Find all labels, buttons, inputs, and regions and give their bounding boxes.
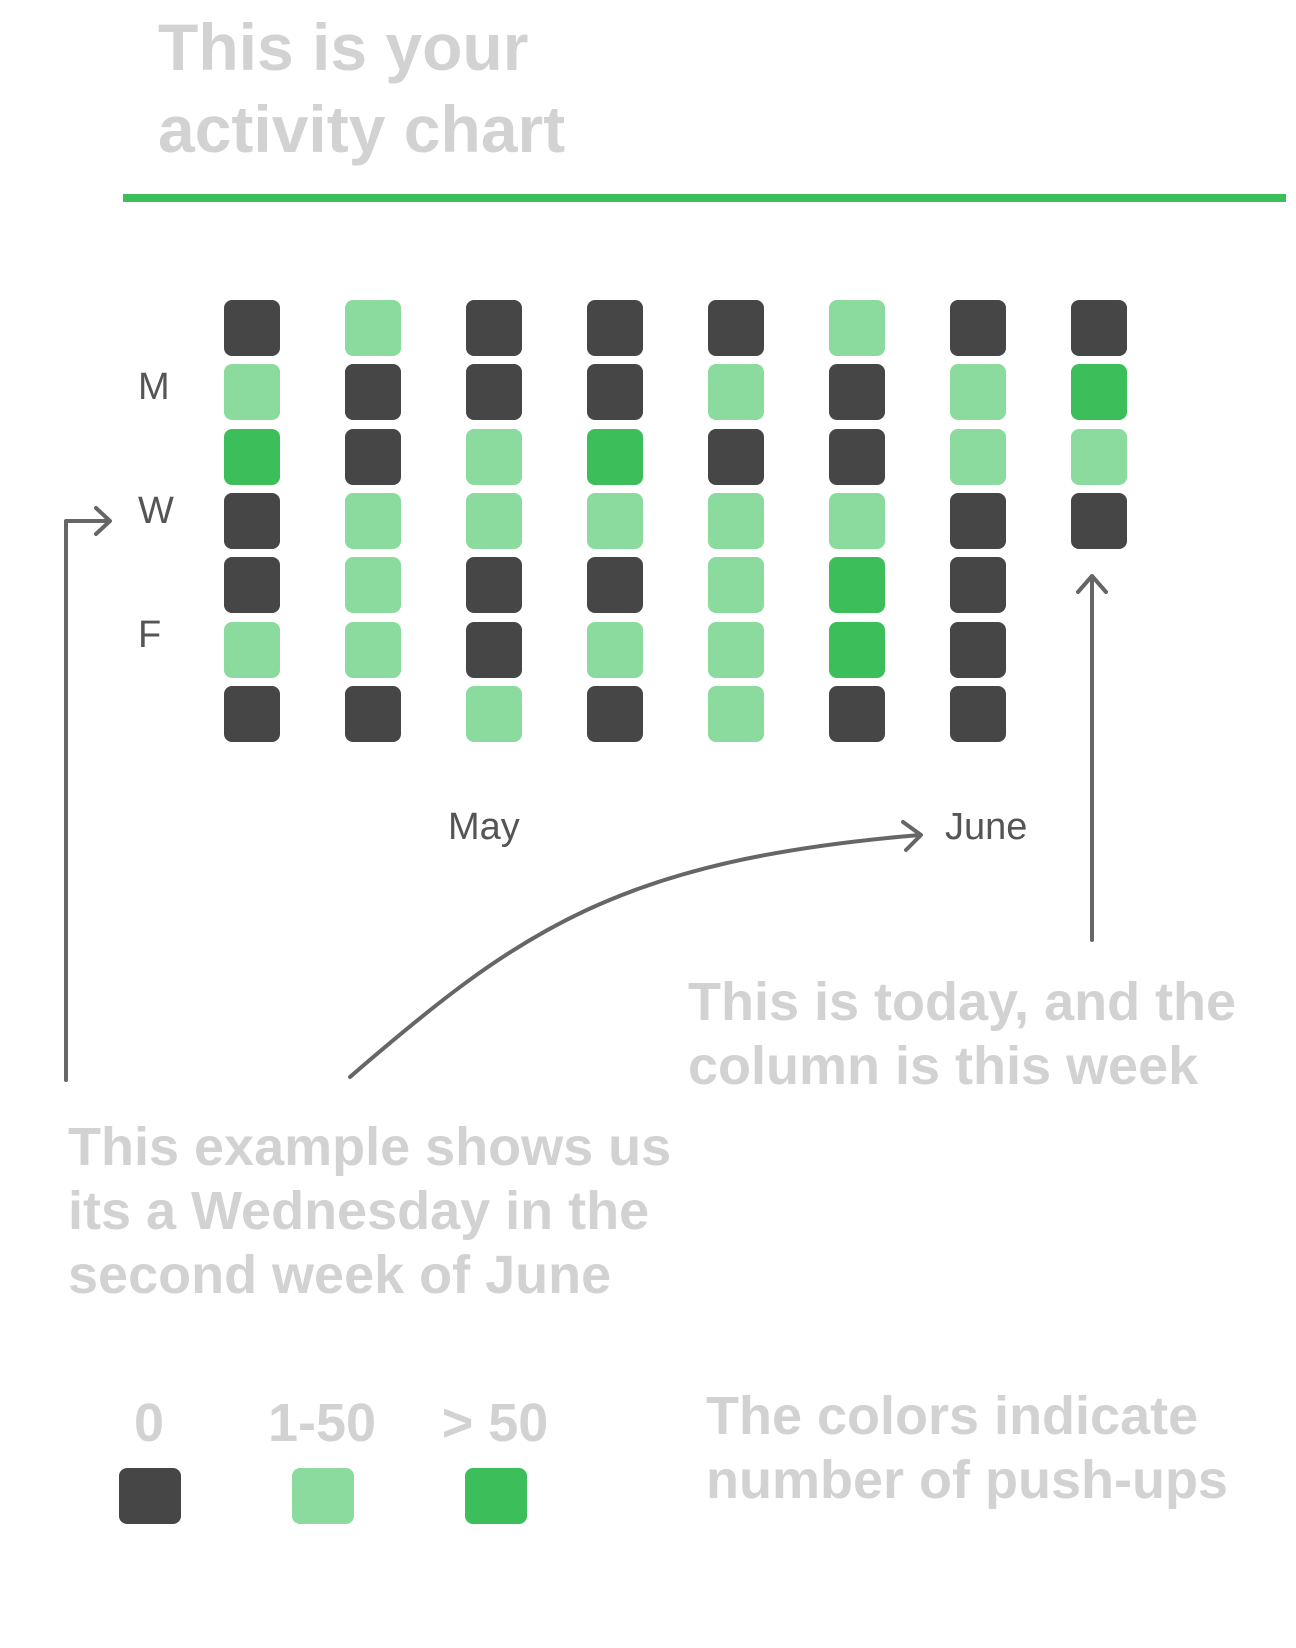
- activity-cell: [345, 364, 401, 420]
- activity-cell: [466, 557, 522, 613]
- activity-cell: [1071, 364, 1127, 420]
- today-note-line-2: column is this week: [688, 1036, 1199, 1096]
- activity-cell: [829, 622, 885, 678]
- example-note-line-3: second week of June: [68, 1245, 612, 1305]
- activity-cell: [829, 300, 885, 356]
- wednesday-arrowhead: [94, 506, 112, 536]
- activity-cell: [1071, 300, 1127, 356]
- activity-cell: [345, 429, 401, 485]
- activity-cell: [829, 493, 885, 549]
- activity-cell: [950, 364, 1006, 420]
- activity-cell: [224, 429, 280, 485]
- activity-cell: [345, 300, 401, 356]
- day-label-f: F: [138, 614, 162, 656]
- day-label-m: M: [138, 366, 170, 408]
- colors-note-line-1: The colors indicate: [706, 1386, 1199, 1446]
- legend-label-low: 1-50: [267, 1393, 377, 1453]
- activity-cell: [587, 686, 643, 742]
- wednesday-pointer-arrow: [64, 519, 110, 1082]
- activity-cell: [224, 364, 280, 420]
- title-line-2: activity chart: [158, 92, 566, 166]
- legend-swatch-high: [465, 1468, 527, 1524]
- activity-cell: [708, 686, 764, 742]
- activity-cell: [345, 622, 401, 678]
- legend-label-high: > 50: [441, 1393, 549, 1453]
- activity-cell: [224, 622, 280, 678]
- activity-cell: [950, 300, 1006, 356]
- legend-label-zero: 0: [133, 1393, 165, 1453]
- activity-cell: [708, 364, 764, 420]
- legend-swatch-zero: [119, 1468, 181, 1524]
- activity-cell: [708, 429, 764, 485]
- activity-cell: [587, 557, 643, 613]
- activity-grid: [0, 0, 1296, 800]
- activity-cell: [829, 364, 885, 420]
- activity-cell: [466, 622, 522, 678]
- activity-cell: [950, 686, 1006, 742]
- activity-cell: [224, 686, 280, 742]
- month-label-may: May: [448, 806, 520, 848]
- activity-cell: [224, 300, 280, 356]
- activity-cell: [466, 300, 522, 356]
- today-note-line-1: This is today, and the: [688, 972, 1237, 1032]
- page-title: This is your activity chart: [158, 6, 858, 170]
- activity-cell: [708, 300, 764, 356]
- activity-cell: [224, 557, 280, 613]
- activity-cell: [345, 557, 401, 613]
- activity-cell: [1071, 429, 1127, 485]
- activity-cell: [587, 493, 643, 549]
- activity-cell: [224, 493, 280, 549]
- june-pointer-arrow: [348, 833, 922, 1079]
- activity-cell: [829, 686, 885, 742]
- title-line-1: This is your: [158, 10, 529, 84]
- activity-cell: [950, 557, 1006, 613]
- activity-cell: [466, 429, 522, 485]
- day-label-w: W: [138, 490, 174, 532]
- today-note: This is today, and the column is this we…: [688, 970, 1248, 1098]
- activity-cell: [466, 686, 522, 742]
- example-note: This example shows us its a Wednesday in…: [68, 1115, 688, 1307]
- example-note-line-1: This example shows us: [68, 1117, 672, 1177]
- activity-cell: [587, 300, 643, 356]
- colors-note-line-2: number of push-ups: [706, 1450, 1228, 1510]
- activity-cell: [829, 557, 885, 613]
- activity-cell: [587, 622, 643, 678]
- activity-cell: [708, 622, 764, 678]
- activity-cell: [950, 493, 1006, 549]
- example-note-line-2: its a Wednesday in the: [68, 1181, 650, 1241]
- activity-cell: [587, 429, 643, 485]
- activity-cell: [708, 493, 764, 549]
- activity-cell: [708, 557, 764, 613]
- month-label-june: June: [945, 806, 1028, 848]
- activity-cell: [466, 364, 522, 420]
- activity-cell: [466, 493, 522, 549]
- activity-cell: [829, 429, 885, 485]
- colors-note: The colors indicate number of push-ups: [706, 1384, 1266, 1512]
- june-arrowhead: [901, 820, 923, 852]
- activity-cell: [587, 364, 643, 420]
- title-divider: [123, 194, 1286, 202]
- activity-cell: [1071, 493, 1127, 549]
- activity-cell: [950, 429, 1006, 485]
- activity-cell: [345, 686, 401, 742]
- today-arrowhead: [1076, 574, 1108, 594]
- activity-cell: [950, 622, 1006, 678]
- activity-cell: [345, 493, 401, 549]
- legend-swatch-low: [292, 1468, 354, 1524]
